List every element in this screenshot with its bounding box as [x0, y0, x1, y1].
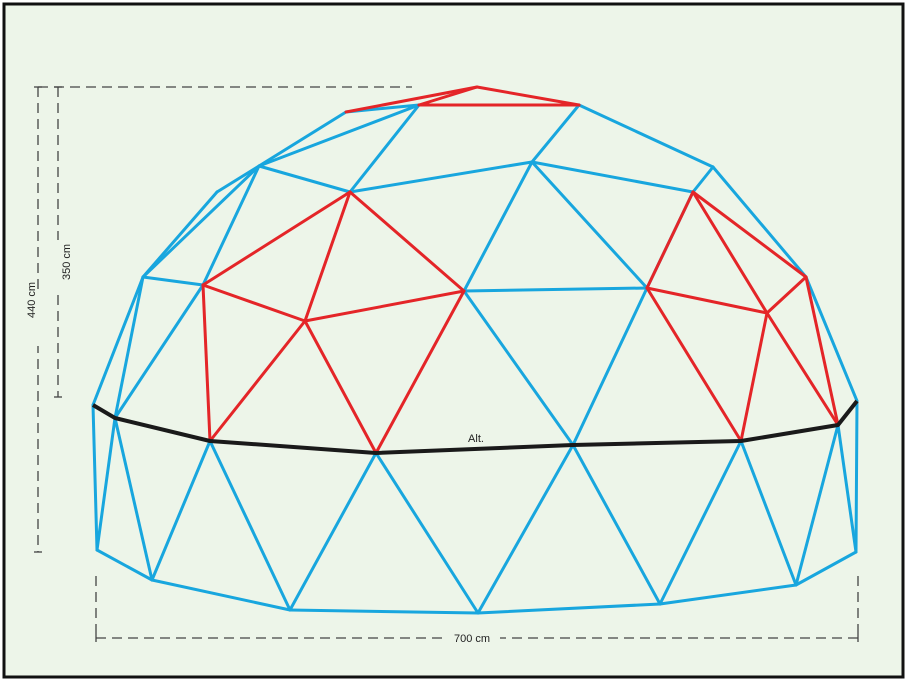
blue-strut	[113, 283, 205, 420]
blue-strut	[150, 578, 292, 612]
blue-strut	[794, 550, 858, 587]
height-350-label: 350 cm	[61, 244, 73, 280]
blue-strut	[794, 423, 840, 587]
blue-strut	[288, 608, 480, 615]
blue-strut	[577, 103, 715, 169]
blue-strut	[95, 416, 117, 552]
blue-strut	[141, 190, 219, 279]
blue-struts	[91, 103, 859, 615]
red-strut	[645, 190, 695, 290]
blue-strut	[288, 451, 378, 612]
red-strut	[739, 311, 769, 443]
blue-strut	[530, 160, 649, 290]
red-strut	[348, 190, 466, 293]
blue-strut	[141, 275, 205, 287]
blue-strut	[854, 399, 859, 554]
blue-strut	[208, 439, 292, 612]
red-strut	[417, 85, 479, 107]
blue-strut	[462, 289, 575, 447]
label-mask	[52, 240, 74, 292]
blue-strut	[804, 275, 859, 403]
blue-strut	[739, 439, 798, 587]
width-700-label: 700 cm	[454, 633, 490, 645]
blue-strut	[150, 439, 212, 582]
blue-strut	[113, 275, 145, 420]
label-mask	[20, 290, 44, 346]
blue-strut	[476, 602, 662, 615]
blue-strut	[257, 103, 421, 168]
blue-strut	[571, 286, 649, 447]
blue-strut	[91, 275, 145, 407]
base-ring-black-line	[91, 399, 859, 455]
red-strut	[645, 286, 743, 443]
red-strut	[645, 286, 769, 315]
red-strut	[344, 85, 479, 114]
blue-strut	[113, 416, 154, 582]
blue-strut	[201, 164, 261, 287]
blue-strut	[91, 403, 99, 552]
blue-strut	[348, 103, 421, 194]
red-strut	[475, 85, 581, 107]
red-strut	[201, 283, 212, 443]
blue-strut	[462, 286, 649, 293]
blue-strut	[476, 443, 575, 615]
blue-strut	[571, 443, 662, 606]
label-mask	[444, 630, 500, 646]
blue-strut	[348, 160, 534, 194]
height-440-label: 440 cm	[26, 282, 38, 318]
blue-strut	[530, 103, 581, 164]
red-strut	[691, 190, 808, 279]
blue-strut	[658, 583, 798, 606]
red-strut	[208, 319, 307, 443]
red-strut	[765, 275, 808, 315]
blue-strut	[257, 110, 348, 168]
red-strut	[765, 311, 840, 427]
blue-strut	[95, 548, 154, 582]
blue-strut	[530, 160, 695, 194]
blue-strut	[836, 423, 858, 554]
blue-strut	[711, 165, 808, 279]
red-strut	[303, 190, 352, 323]
red-strut	[374, 289, 466, 455]
red-struts	[201, 85, 840, 455]
blue-strut	[374, 451, 480, 615]
red-strut	[201, 283, 307, 323]
alt-label: Alt.	[468, 433, 484, 445]
dimension-ticks	[34, 86, 859, 642]
blue-strut	[658, 439, 743, 606]
blue-strut	[257, 164, 352, 194]
red-strut	[303, 319, 378, 455]
blue-strut	[141, 164, 261, 279]
red-strut	[804, 275, 840, 427]
red-strut	[303, 289, 466, 323]
blue-strut	[215, 164, 261, 194]
blue-strut	[691, 165, 715, 194]
red-strut	[691, 190, 769, 315]
blue-strut	[462, 160, 534, 293]
red-strut	[201, 190, 352, 287]
